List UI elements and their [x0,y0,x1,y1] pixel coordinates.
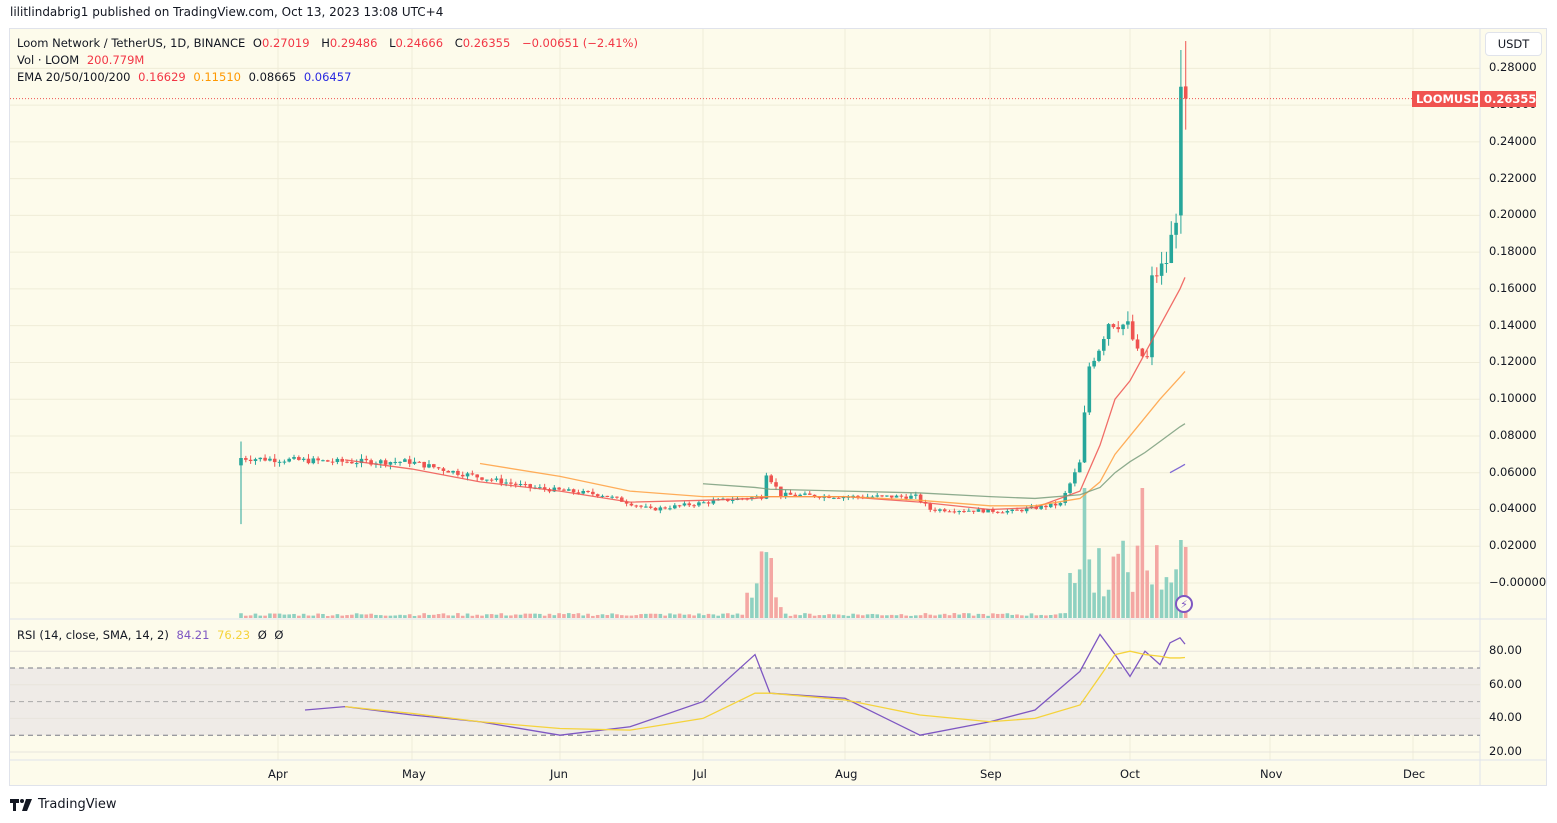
ema200-value: 0.06457 [303,70,352,84]
open-value: 0.27019 [261,36,310,50]
time-tick: Oct [1120,767,1140,781]
rsi-label[interactable]: RSI (14, close, SMA, 14, 2) [17,628,169,642]
tradingview-icon [10,798,32,811]
price-tick: 0.24000 [1489,133,1537,148]
rsi-tick: 60.00 [1489,676,1522,691]
time-tick: Jul [693,767,707,781]
time-tick: May [402,767,426,781]
brand-name: TradingView [38,797,117,812]
price-tick: 0.22000 [1489,170,1537,185]
time-tick: Jun [550,767,568,781]
time-tick: Aug [835,767,858,781]
ema-legend: EMA 20/50/100/200 0.16629 0.11510 0.0866… [17,70,355,84]
price-tick: 0.02000 [1489,538,1537,553]
time-tick: Sep [980,767,1002,781]
price-tick: 0.20000 [1489,207,1537,222]
volume-value: 200.779M [86,53,145,67]
price-tick: 0.12000 [1489,354,1537,369]
volume-label[interactable]: Vol · LOOM [17,53,80,67]
ema100-value: 0.08665 [248,70,297,84]
time-tick: Nov [1260,767,1283,781]
price-tick: 0.14000 [1489,317,1537,332]
time-tick: Apr [268,767,288,781]
symbol-legend: Loom Network / TetherUS, 1D, BINANCE O0.… [17,36,638,50]
symbol-title[interactable]: Loom Network / TetherUS, 1D, BINANCE [17,36,246,50]
price-tick: 0.16000 [1489,280,1537,295]
rsi-sma-value: 76.23 [217,628,251,642]
currency-button[interactable]: USDT [1485,32,1542,56]
chart-frame[interactable] [9,28,1547,786]
tradingview-logo[interactable]: TradingView [10,797,117,812]
rsi-extra-2: Ø [274,628,284,642]
volume-legend: Vol · LOOM 200.779M [17,53,148,67]
rsi-tick: 20.00 [1489,744,1522,758]
ema-label[interactable]: EMA 20/50/100/200 [17,70,131,84]
price-tick: −0.00000 [1489,575,1547,589]
rsi-tick: 40.00 [1489,710,1522,725]
price-tick: 0.28000 [1489,60,1537,75]
rsi-tick: 80.00 [1489,643,1522,658]
rsi-extra-1: Ø [257,628,267,642]
last-price-tag: 0.26355 [1480,91,1536,107]
change-value: −0.00651 (−2.41%) [521,36,638,50]
ema20-value: 0.16629 [138,70,186,84]
close-value: 0.26355 [462,36,511,50]
high-value: 0.29486 [329,36,378,50]
price-tick: 0.08000 [1489,427,1537,442]
price-tick: 0.18000 [1489,244,1537,259]
low-value: 0.24666 [395,36,444,50]
rsi-legend: RSI (14, close, SMA, 14, 2) 84.21 76.23 … [17,628,287,642]
price-tick: 0.06000 [1489,464,1537,479]
last-price-symbol-tag: LOOMUSDT [1412,91,1489,107]
time-tick: Dec [1403,767,1426,781]
lightning-icon[interactable]: ⚡ [1175,595,1193,613]
rsi-value: 84.21 [176,628,210,642]
published-caption: lilitlindabrig1 published on TradingView… [10,5,444,19]
price-tick: 0.04000 [1489,501,1537,516]
ema50-value: 0.11510 [193,70,241,84]
price-tick: 0.10000 [1489,391,1537,406]
